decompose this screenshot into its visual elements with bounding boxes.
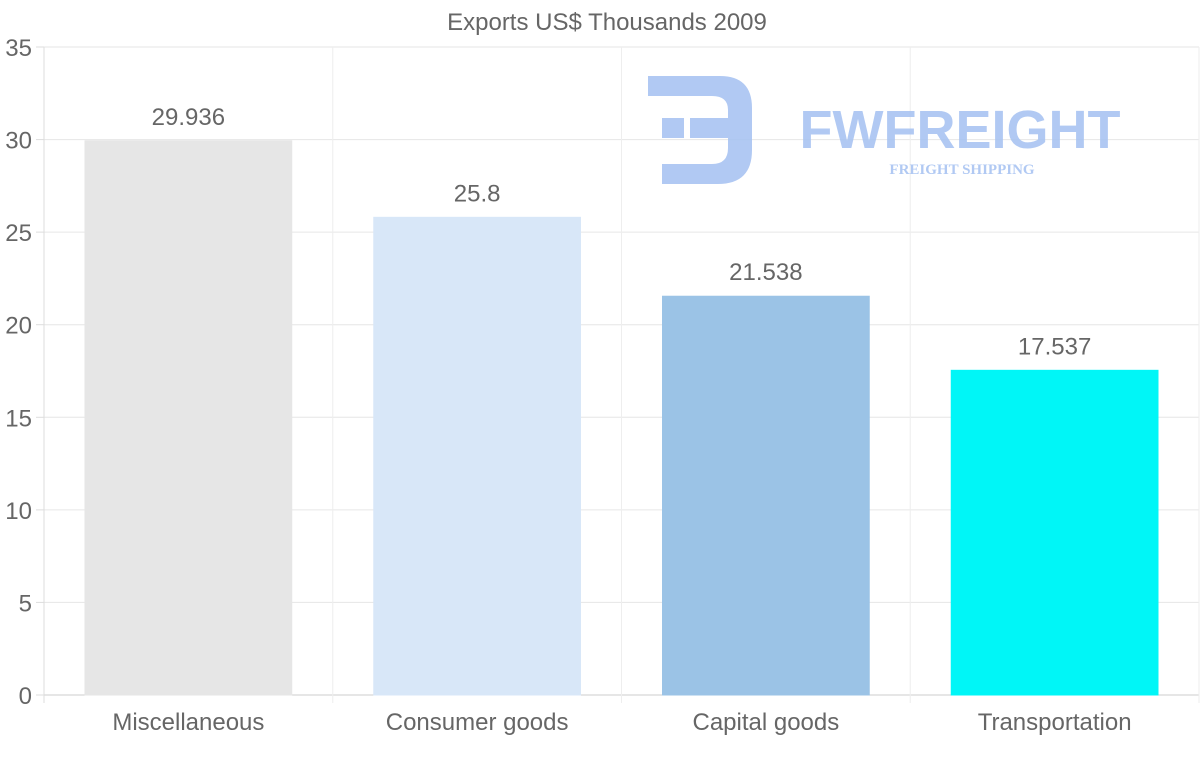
watermark-brand: FWFREIGHT <box>800 100 1121 160</box>
bar-value-label: 25.8 <box>454 180 501 207</box>
watermark-logo: FWFREIGHT FREIGHT SHIPPING <box>648 76 1120 184</box>
y-tick-label: 25 <box>5 220 32 247</box>
bar-transportation[interactable] <box>950 369 1159 696</box>
y-tick-label: 30 <box>5 128 32 155</box>
x-tick-label: Miscellaneous <box>112 709 264 736</box>
watermark-tagline: FREIGHT SHIPPING <box>889 162 1034 178</box>
y-tick-label: 20 <box>5 313 32 340</box>
fwfreight-logo-icon <box>648 76 752 184</box>
x-tick-label: Transportation <box>978 709 1132 736</box>
bar-value-label: 21.538 <box>729 259 802 286</box>
x-axis: Miscellaneous Consumer goods Capital goods… <box>112 709 1131 736</box>
chart-value-labels: 29.936 25.8 21.538 17.537 <box>152 104 1092 361</box>
bar-value-label: 29.936 <box>152 104 225 131</box>
x-tick-label: Consumer goods <box>386 709 569 736</box>
chart-title: Exports US$ Thousands 2009 <box>447 9 767 36</box>
x-tick-label: Capital goods <box>692 709 839 736</box>
y-tick-label: 10 <box>5 498 32 525</box>
bar-capital-goods[interactable] <box>662 295 870 696</box>
bar-consumer-goods[interactable] <box>373 216 581 696</box>
chart-bars <box>84 140 1159 696</box>
y-axis: 0 5 10 15 20 25 30 35 <box>5 35 44 710</box>
y-tick-label: 5 <box>19 590 32 617</box>
y-tick-label: 0 <box>19 683 32 710</box>
bar-value-label: 17.537 <box>1018 333 1091 360</box>
y-tick-label: 15 <box>5 405 32 432</box>
bar-miscellaneous[interactable] <box>84 140 293 696</box>
y-tick-label: 35 <box>5 35 32 62</box>
